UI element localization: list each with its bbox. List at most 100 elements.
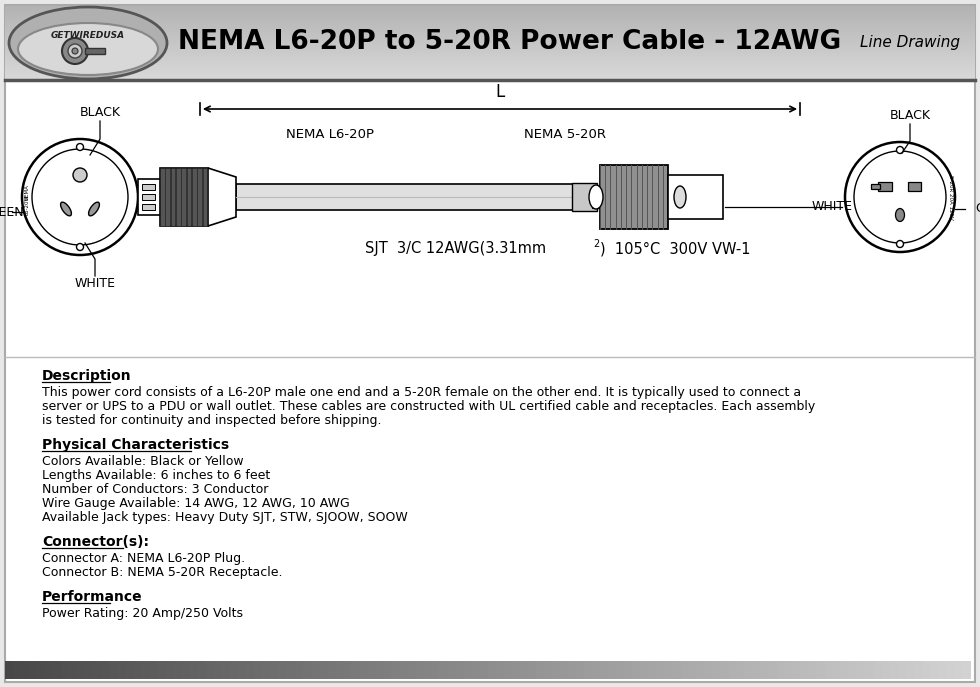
Bar	[873, 661, 883, 679]
Bar	[5, 9, 975, 11]
Bar	[5, 54, 975, 56]
Bar	[5, 48, 975, 50]
Text: Lengths Available: 6 inches to 6 feet: Lengths Available: 6 inches to 6 feet	[42, 469, 270, 482]
Polygon shape	[208, 168, 236, 226]
Bar	[230, 661, 239, 679]
Bar	[785, 661, 794, 679]
Bar	[270, 661, 279, 679]
Bar	[536, 661, 545, 679]
Bar	[142, 194, 155, 200]
Bar	[5, 76, 975, 77]
Bar	[214, 661, 223, 679]
Bar	[5, 60, 975, 62]
Bar	[871, 184, 880, 189]
Bar	[5, 46, 975, 48]
Bar	[906, 661, 914, 679]
Bar	[5, 76, 975, 78]
Ellipse shape	[9, 7, 167, 79]
Bar	[858, 661, 866, 679]
Bar	[527, 661, 537, 679]
Bar	[5, 23, 975, 24]
Bar	[5, 39, 975, 41]
Bar	[5, 41, 975, 43]
Bar	[5, 34, 975, 35]
Bar	[5, 18, 975, 20]
Text: GREEN: GREEN	[0, 205, 24, 218]
Bar	[142, 204, 155, 210]
Text: Line Drawing: Line Drawing	[860, 34, 960, 49]
Bar	[632, 661, 641, 679]
Bar	[801, 661, 810, 679]
Bar	[181, 168, 186, 226]
Bar	[236, 184, 592, 210]
Bar	[720, 661, 730, 679]
Bar	[303, 661, 312, 679]
Bar	[5, 38, 975, 40]
Bar	[878, 182, 892, 191]
Bar	[817, 661, 826, 679]
Bar	[29, 661, 38, 679]
Text: Power Rating: 20 Amp/250 Volts: Power Rating: 20 Amp/250 Volts	[42, 607, 243, 620]
Bar	[753, 661, 761, 679]
Text: BLACK: BLACK	[890, 109, 930, 122]
Bar	[544, 661, 553, 679]
Bar	[519, 661, 528, 679]
Bar	[93, 661, 103, 679]
Bar	[246, 661, 256, 679]
Bar	[5, 23, 975, 25]
Bar	[439, 661, 448, 679]
Bar	[383, 661, 392, 679]
Bar	[5, 7, 975, 9]
Bar	[487, 661, 497, 679]
Text: Available Jack types: Heavy Duty SJT, STW, SJOOW, SOOW: Available Jack types: Heavy Duty SJT, ST…	[42, 511, 408, 524]
Text: Performance: Performance	[42, 590, 143, 604]
Bar	[5, 6, 975, 8]
Bar	[640, 661, 650, 679]
Bar	[142, 661, 151, 679]
Bar	[118, 661, 126, 679]
Bar	[326, 661, 336, 679]
Bar	[222, 661, 231, 679]
Bar	[125, 661, 134, 679]
Bar	[5, 15, 975, 17]
Bar	[53, 661, 63, 679]
Ellipse shape	[88, 202, 99, 216]
Bar	[5, 59, 975, 61]
Bar	[5, 28, 975, 30]
Bar	[62, 661, 71, 679]
Bar	[391, 661, 400, 679]
Bar	[5, 77, 975, 79]
Bar	[760, 661, 770, 679]
Bar	[263, 661, 271, 679]
Bar	[572, 183, 597, 211]
Bar	[5, 67, 975, 69]
Bar	[198, 661, 207, 679]
Bar	[5, 47, 975, 49]
Bar	[5, 31, 975, 32]
Text: L6-20V: L6-20V	[24, 195, 29, 214]
Bar	[5, 63, 975, 65]
Bar	[616, 661, 625, 679]
Bar	[512, 661, 520, 679]
Bar	[496, 661, 505, 679]
Bar	[576, 661, 585, 679]
Bar	[668, 175, 723, 219]
Bar	[680, 661, 690, 679]
Bar	[5, 58, 975, 60]
Bar	[238, 661, 247, 679]
Bar	[311, 661, 319, 679]
Bar	[600, 661, 610, 679]
Bar	[5, 25, 975, 27]
Bar	[504, 661, 513, 679]
Bar	[335, 661, 344, 679]
Bar	[5, 19, 975, 21]
Bar	[70, 661, 78, 679]
Bar	[102, 661, 111, 679]
Text: WHITE: WHITE	[811, 201, 853, 214]
Bar	[138, 179, 160, 215]
Bar	[197, 168, 202, 226]
Bar	[318, 661, 327, 679]
Bar	[5, 37, 975, 39]
Text: )  105°C  300V VW-1: ) 105°C 300V VW-1	[600, 242, 751, 256]
Bar	[407, 661, 416, 679]
